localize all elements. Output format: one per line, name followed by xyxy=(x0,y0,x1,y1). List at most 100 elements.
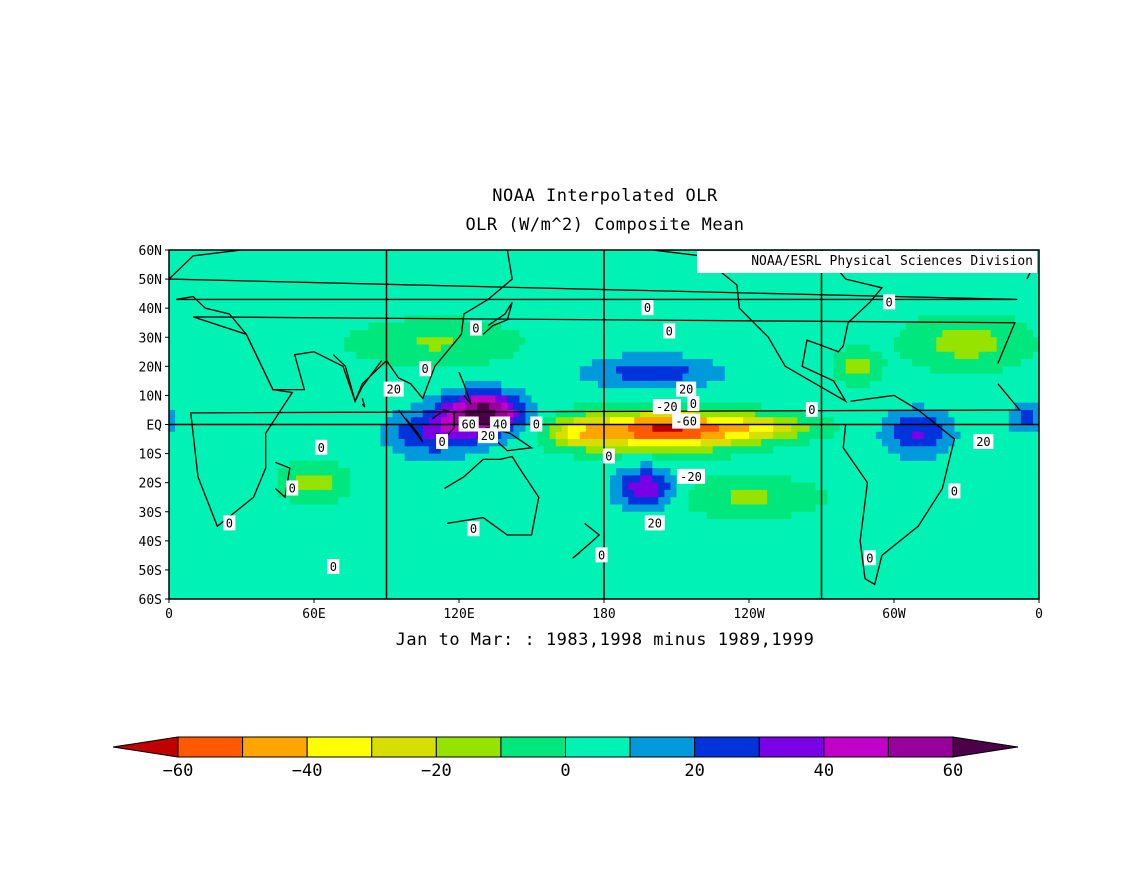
field-cell xyxy=(465,380,472,389)
field-cell xyxy=(1020,460,1028,469)
field-cell xyxy=(380,315,388,324)
field-cell xyxy=(567,380,575,389)
field-cell xyxy=(501,337,508,346)
field-cell xyxy=(942,359,949,367)
field-cell xyxy=(283,308,291,317)
field-cell xyxy=(724,402,732,411)
field-cell xyxy=(271,439,279,447)
field-cell xyxy=(519,286,527,295)
field-cell xyxy=(960,308,968,317)
field-cell xyxy=(187,482,194,491)
field-cell xyxy=(398,482,406,491)
field-cell xyxy=(894,424,901,433)
field-cell xyxy=(446,257,454,266)
field-cell xyxy=(736,489,744,498)
field-cell xyxy=(247,293,255,302)
field-cell xyxy=(724,359,732,367)
field-cell xyxy=(1014,460,1022,469)
field-cell xyxy=(446,431,454,440)
field-cell xyxy=(1026,388,1034,397)
field-cell xyxy=(561,257,569,266)
field-cell xyxy=(616,497,623,506)
field-cell xyxy=(368,439,376,447)
field-cell xyxy=(912,446,919,455)
field-cell xyxy=(187,271,194,280)
field-cell xyxy=(277,257,285,266)
field-cell xyxy=(942,286,949,295)
field-cell xyxy=(682,286,690,295)
field-cell xyxy=(773,380,780,389)
field-cell xyxy=(181,380,188,389)
field-cell xyxy=(332,344,339,353)
field-cell xyxy=(573,271,581,280)
field-cell xyxy=(815,468,823,476)
field-cell xyxy=(440,279,448,287)
field-cell xyxy=(531,351,539,360)
field-cell xyxy=(918,402,925,411)
field-cell xyxy=(845,380,853,389)
field-cell xyxy=(755,308,762,317)
field-cell xyxy=(797,322,804,331)
field-cell xyxy=(749,366,756,375)
field-cell xyxy=(604,460,611,469)
field-cell xyxy=(295,409,303,418)
field-cell xyxy=(730,453,738,462)
field-cell xyxy=(1020,322,1028,331)
field-cell xyxy=(549,271,557,280)
field-cell xyxy=(537,409,545,418)
field-cell xyxy=(253,395,261,404)
field-cell xyxy=(434,388,442,397)
field-cell xyxy=(416,497,424,506)
field-cell xyxy=(573,439,581,447)
field-cell xyxy=(483,380,490,389)
field-cell xyxy=(573,482,581,491)
field-cell xyxy=(404,409,412,418)
field-cell xyxy=(175,417,182,426)
field-cell xyxy=(549,359,557,367)
field-cell xyxy=(960,351,968,360)
field-cell xyxy=(761,359,768,367)
field-cell xyxy=(863,308,871,317)
field-cell xyxy=(241,482,249,491)
field-cell xyxy=(833,468,841,476)
field-cell xyxy=(942,337,949,346)
field-cell xyxy=(718,439,726,447)
field-cell xyxy=(815,460,823,469)
field-cell xyxy=(531,489,539,498)
field-cell xyxy=(718,351,726,360)
field-cell xyxy=(223,424,231,433)
field-cell xyxy=(229,250,237,258)
field-cell xyxy=(489,475,496,484)
field-cell xyxy=(688,315,696,324)
field-cell xyxy=(501,351,508,360)
field-cell xyxy=(519,300,527,309)
field-cell xyxy=(785,359,792,367)
field-cell xyxy=(585,286,593,295)
field-cell xyxy=(434,271,442,280)
field-cell xyxy=(942,446,949,455)
field-cell xyxy=(326,344,333,353)
field-cell xyxy=(223,497,231,506)
field-cell xyxy=(301,373,309,382)
field-cell xyxy=(579,468,587,476)
field-cell xyxy=(271,388,279,397)
field-cell xyxy=(585,271,593,280)
field-cell xyxy=(809,359,817,367)
field-cell xyxy=(253,475,261,484)
field-cell xyxy=(972,482,980,491)
field-cell xyxy=(634,366,641,375)
field-cell xyxy=(887,409,895,418)
field-cell xyxy=(507,460,514,469)
field-cell xyxy=(543,482,551,491)
field-cell xyxy=(694,482,702,491)
field-cell xyxy=(597,409,605,418)
field-cell xyxy=(821,475,829,484)
field-cell xyxy=(356,475,363,484)
field-cell xyxy=(301,322,309,331)
field-cell xyxy=(604,497,611,506)
field-cell xyxy=(857,402,865,411)
field-cell xyxy=(277,424,285,433)
field-cell xyxy=(785,468,792,476)
field-cell xyxy=(839,475,847,484)
field-cell xyxy=(295,351,303,360)
